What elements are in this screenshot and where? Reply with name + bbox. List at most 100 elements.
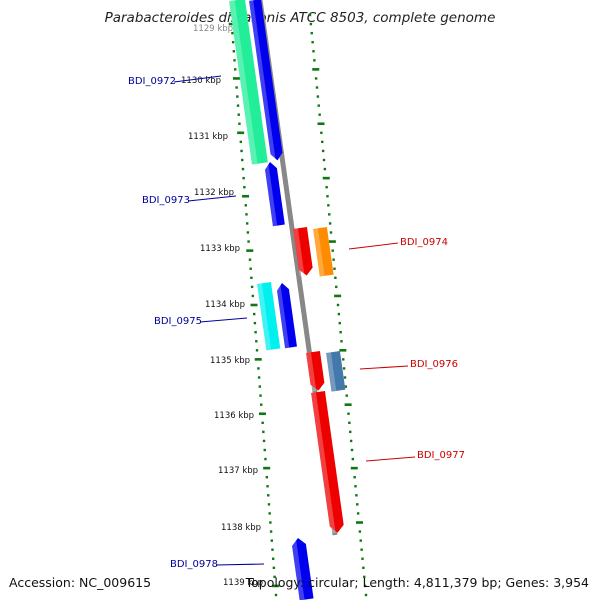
scale-tick: [344, 403, 352, 406]
scale-dot: [235, 86, 238, 89]
scale-dot: [268, 512, 271, 515]
scale-dot: [351, 457, 355, 461]
gene-steel-bdi0976-body: [326, 351, 346, 392]
scale-dot: [363, 584, 367, 588]
gene-green-bdi0972-body: [229, 0, 268, 165]
scale-dot: [255, 340, 258, 343]
scale-dot: [271, 548, 274, 551]
scale-dot: [247, 240, 250, 243]
scale-dot: [325, 185, 328, 189]
tick-label: 1135 kbp: [210, 356, 250, 366]
scale-tick: [322, 176, 330, 180]
scale-dot: [320, 131, 323, 135]
scale-dot: [251, 294, 254, 298]
scale-dot: [254, 330, 257, 334]
scale-tick: [339, 349, 347, 352]
scale-tick: [334, 294, 342, 298]
scale-dot: [334, 276, 337, 280]
scale-dot: [353, 475, 356, 479]
scale-dot: [231, 31, 234, 35]
scale-dot: [236, 104, 240, 107]
scale-dot: [349, 430, 352, 434]
scale-dot: [229, 13, 233, 17]
scale-dot: [310, 31, 313, 35]
scale-dot: [321, 140, 324, 144]
gene-blue-bdi0978: [291, 538, 314, 600]
scale-dot: [243, 185, 246, 189]
scale-dot: [343, 376, 347, 379]
outer-scale-track: [308, 13, 368, 597]
scale-dot: [327, 204, 330, 207]
gene-blue-bdi0978-highlight: [291, 538, 305, 600]
inner-scale-track: [228, 13, 280, 597]
scale-dot: [335, 285, 338, 289]
scale-dot: [245, 222, 249, 225]
scale-dot: [309, 22, 313, 26]
scale-dot: [362, 566, 365, 570]
scale-dot: [270, 539, 273, 542]
tick-label: 1132 kbp: [194, 188, 234, 198]
scale-dot: [349, 439, 353, 443]
scale-dot: [257, 376, 261, 379]
gene-orange-bdi0974: [313, 227, 334, 277]
scale-dot: [359, 539, 362, 542]
callout-line: [359, 365, 409, 370]
scale-dot: [318, 113, 321, 116]
gene-green-bdi0972-highlight: [229, 0, 258, 165]
gene-blue-bdi0975-highlight: [276, 283, 290, 349]
scale-tick: [228, 22, 236, 26]
gene-orange-bdi0974-body: [313, 227, 334, 277]
scale-dot: [231, 40, 235, 44]
gene-green-bdi0972: [229, 0, 268, 165]
scale-dot: [274, 593, 278, 597]
scale-dot: [342, 367, 346, 370]
scale-dot: [244, 204, 247, 207]
scale-dot: [246, 231, 250, 234]
scale-dot: [265, 475, 269, 479]
tick-label: 1133 kbp: [200, 244, 240, 254]
scale-dot: [233, 59, 236, 62]
gene-steel-bdi0976: [326, 351, 346, 392]
callout-line: [187, 195, 237, 202]
scale-dot: [232, 50, 236, 53]
scale-dot: [269, 521, 272, 524]
scale-dot: [267, 503, 271, 506]
tick-label: 1139 kbp: [223, 578, 263, 588]
scale-tick: [312, 68, 320, 71]
scale-dot: [328, 213, 331, 216]
scale-tick: [356, 521, 363, 524]
scale-dot: [237, 113, 240, 116]
gene-label: BDI_0973: [142, 195, 190, 206]
scale-dot: [354, 485, 357, 488]
scale-dot: [258, 385, 262, 388]
scale-dot: [356, 503, 359, 506]
scale-tick: [246, 249, 254, 252]
scale-dot: [333, 267, 336, 270]
scale-dot: [262, 430, 265, 434]
scale-dot: [337, 312, 341, 316]
scale-dot: [259, 394, 262, 397]
scale-tick: [328, 240, 336, 243]
scale-dot: [347, 412, 350, 415]
scale-tick: [232, 77, 240, 80]
scale-tick: [242, 194, 250, 198]
scale-dot: [326, 195, 329, 198]
scale-dot: [345, 394, 348, 397]
scale-dot: [363, 575, 366, 579]
gene-cyan-bdi0975-highlight: [257, 283, 272, 351]
gene-red-bdi0974-body: [293, 227, 313, 276]
gene-blue-bdi0972-body: [249, 0, 283, 161]
scale-dot: [314, 77, 318, 80]
scale-dot: [355, 494, 358, 497]
scale-tick: [254, 358, 262, 361]
gene-label: BDI_0976: [410, 359, 458, 370]
scale-dot: [253, 312, 256, 316]
scale-dot: [260, 403, 263, 406]
callout-line: [173, 75, 222, 83]
scale-dot: [361, 557, 364, 560]
scale-dot: [316, 95, 320, 98]
scale-dot: [250, 285, 254, 289]
gene-red-bdi0976: [306, 351, 325, 392]
callout-line: [365, 456, 416, 462]
scale-dot: [264, 457, 267, 461]
